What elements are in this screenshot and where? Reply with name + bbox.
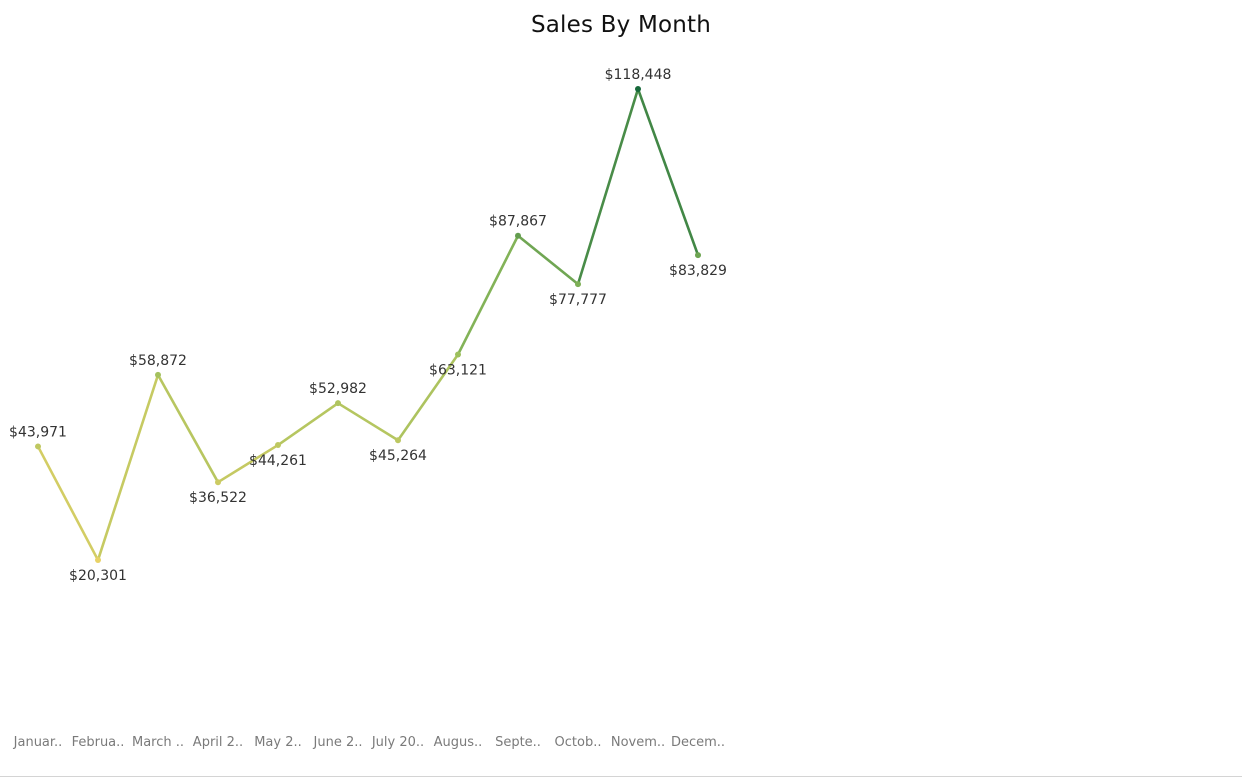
x-tick-label: March .. (132, 735, 184, 750)
x-tick-label: Octob.. (555, 735, 602, 750)
data-label: $44,261 (249, 453, 307, 469)
data-point[interactable] (95, 557, 101, 564)
data-label: $63,121 (429, 363, 487, 379)
x-tick-label: Novem.. (611, 735, 665, 750)
data-label: $20,301 (69, 568, 127, 584)
data-point[interactable] (695, 252, 701, 259)
chart-title: Sales By Month (530, 12, 712, 38)
data-point[interactable] (335, 400, 341, 407)
data-label: $77,777 (549, 292, 607, 308)
x-tick-label: April 2.. (193, 735, 243, 750)
data-label: $83,829 (669, 263, 727, 279)
series-line (36, 87, 700, 562)
line-segment (516, 234, 580, 286)
x-tick-label: July 20.. (371, 735, 424, 750)
data-labels: $43,971 $20,301 $58,872 $36,522 $44,261 $52,9… (9, 67, 727, 584)
line-segment (276, 401, 340, 447)
line-segment (576, 87, 640, 286)
x-tick-label: Februa.. (72, 735, 125, 750)
data-point[interactable] (635, 85, 641, 92)
x-tick-label: June 2.. (313, 735, 363, 750)
line-segment (156, 373, 220, 484)
data-point[interactable] (215, 479, 221, 486)
data-point[interactable] (35, 443, 41, 450)
data-point[interactable] (575, 281, 581, 288)
line-segment (456, 234, 520, 356)
data-label: $58,872 (129, 353, 187, 369)
line-segment (636, 87, 700, 257)
line-segment (36, 445, 100, 562)
x-axis-tick-labels: Januar.. Februa.. March .. April 2.. May 2..… (13, 735, 725, 750)
data-point[interactable] (455, 351, 461, 358)
data-label: $45,264 (369, 448, 427, 464)
data-label: $87,867 (489, 214, 547, 230)
data-point[interactable] (395, 437, 401, 444)
data-label: $118,448 (605, 67, 672, 83)
data-point[interactable] (275, 442, 281, 449)
data-points (35, 85, 701, 564)
bottom-divider (0, 776, 1242, 777)
data-point[interactable] (515, 232, 521, 239)
line-segment (96, 373, 160, 562)
x-tick-label: May 2.. (254, 735, 302, 750)
x-tick-label: Januar.. (13, 735, 63, 750)
line-segment (396, 353, 460, 442)
x-tick-label: Septe.. (495, 735, 541, 750)
data-label: $36,522 (189, 490, 247, 506)
line-segment (336, 401, 400, 442)
x-tick-label: Augus.. (434, 735, 483, 750)
data-point[interactable] (155, 371, 161, 378)
x-tick-label: Decem.. (671, 735, 725, 750)
data-label: $52,982 (309, 381, 367, 397)
data-label: $43,971 (9, 424, 67, 440)
line-segment (216, 443, 280, 484)
